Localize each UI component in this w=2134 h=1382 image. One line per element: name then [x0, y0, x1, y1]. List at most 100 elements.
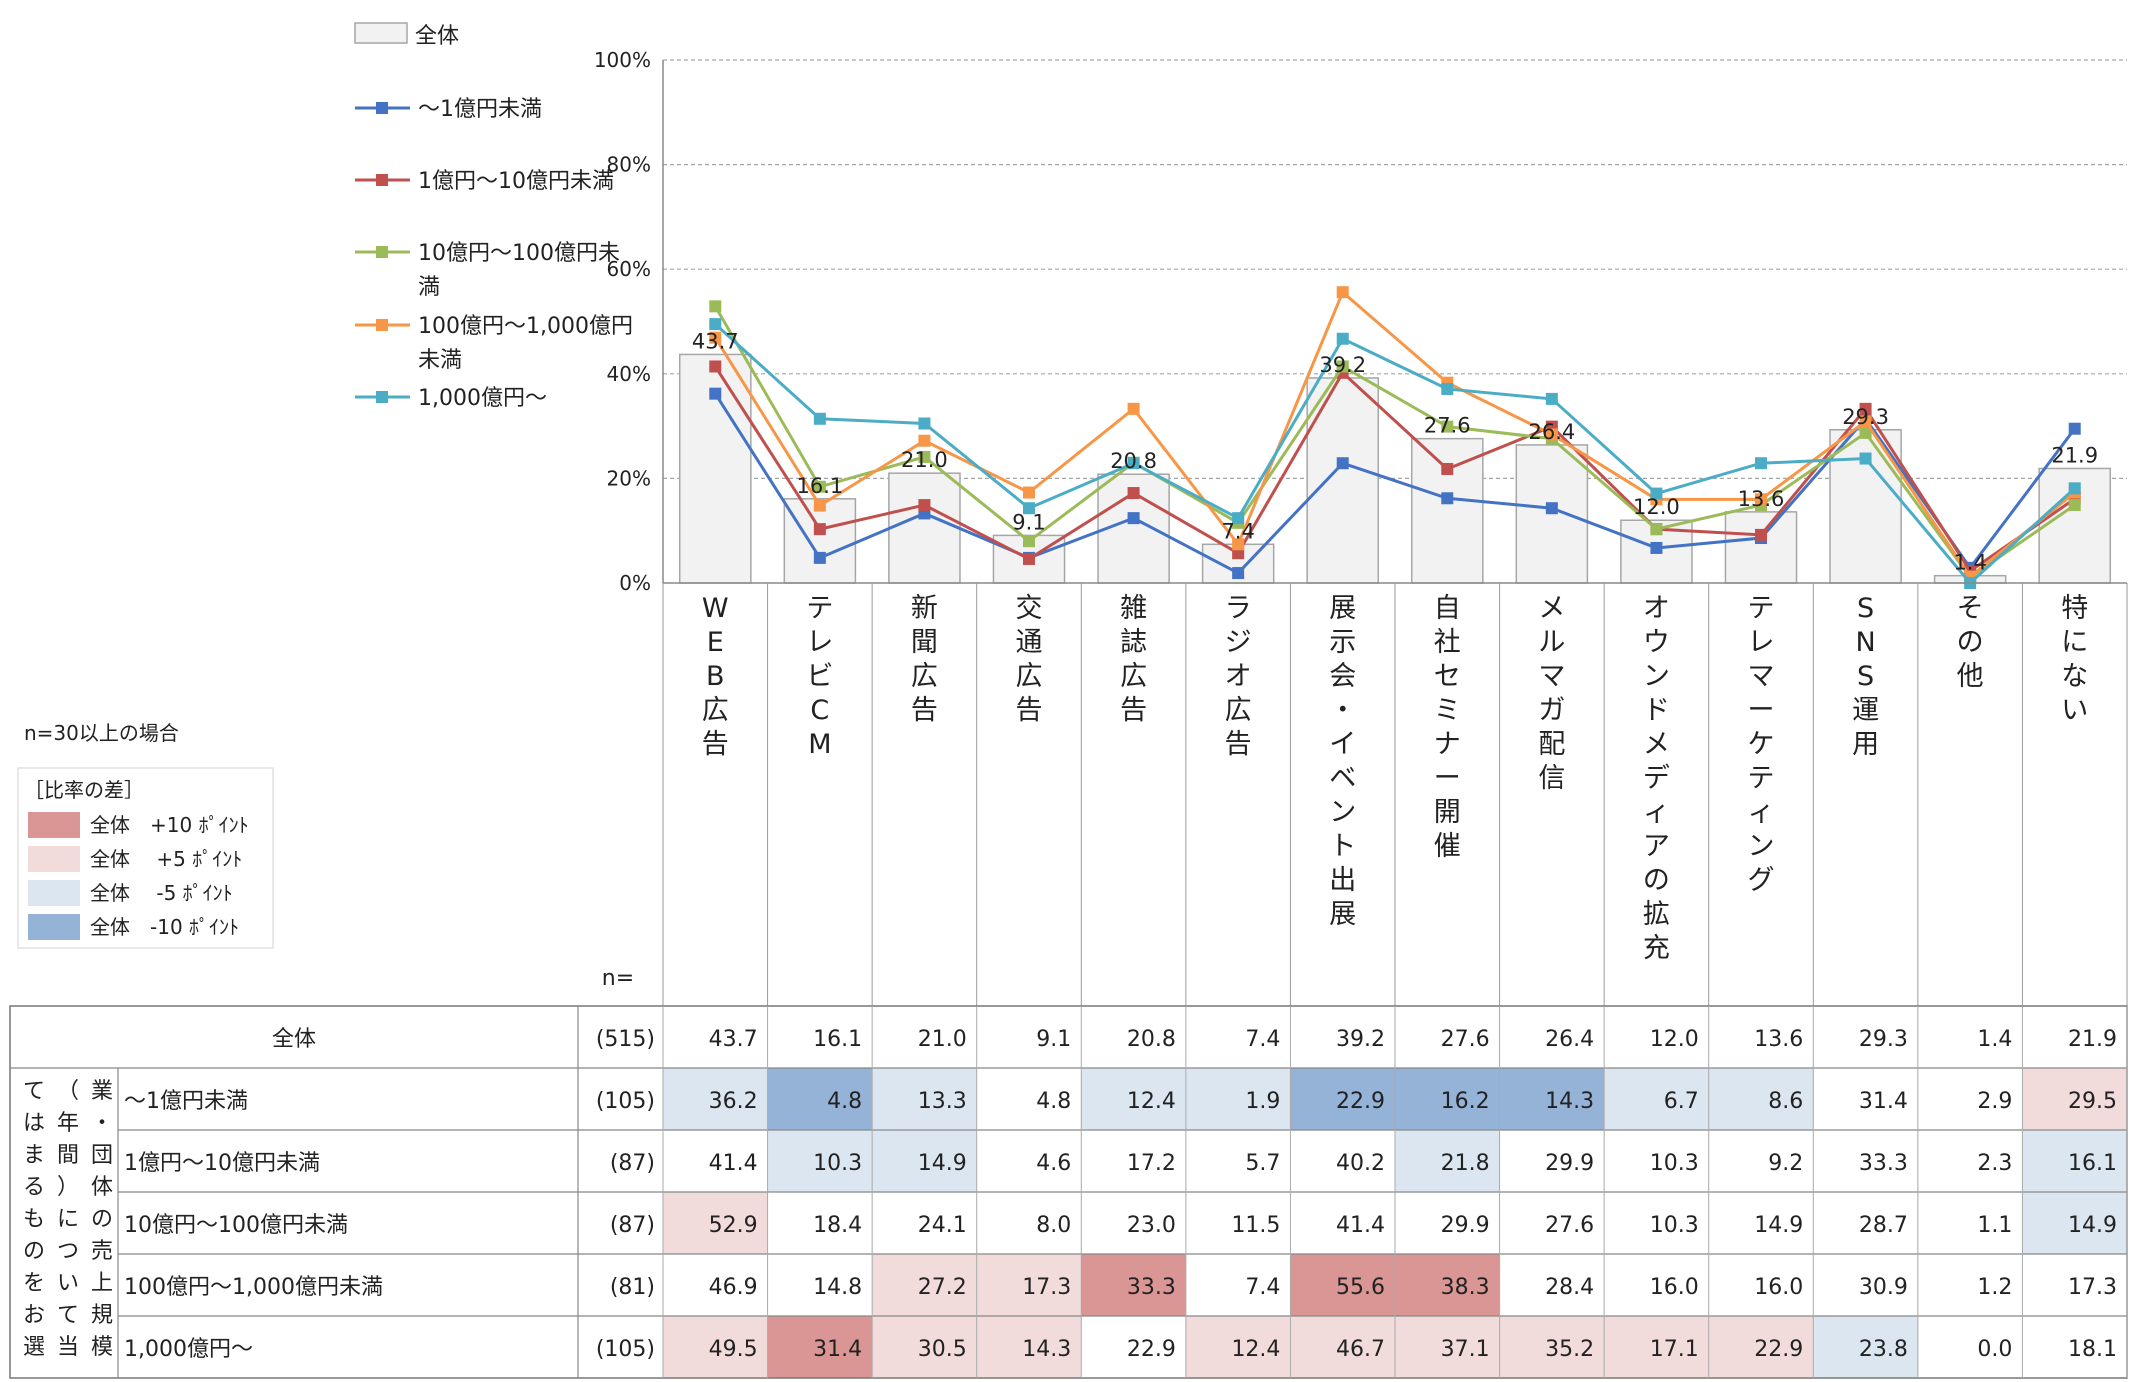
category-char: ン [1748, 831, 1775, 862]
series-point [1232, 538, 1245, 551]
legend-label: 全体 [415, 24, 459, 49]
data-label: 20.8 [1110, 449, 1157, 473]
group-char: 売 [91, 1239, 113, 1264]
cell-shade [872, 1316, 977, 1378]
row-cell: 13.3 [918, 1089, 967, 1114]
group-char: ・ [91, 1111, 113, 1136]
cell-shade [1395, 1068, 1500, 1130]
series-point [1859, 415, 1872, 428]
category-char: ト [1329, 831, 1356, 862]
row-cell: 33.3 [1859, 1151, 1908, 1176]
category-char: ド [1643, 695, 1670, 726]
legend-marker [376, 319, 388, 331]
series-point [1650, 541, 1663, 554]
category-label: 展示会・イベント出展 [1329, 593, 1356, 930]
sample-note: n=30以上の場合 [24, 721, 179, 745]
cell-shade [1813, 1316, 1918, 1378]
group-char: い [57, 1271, 79, 1296]
diff-label: 全体 -10 ﾎﾟｲﾝﾄ [90, 915, 239, 939]
group-char: 模 [91, 1335, 113, 1360]
total-row-label: 全体 [272, 1027, 316, 1052]
series-point [1755, 457, 1767, 470]
row-cell: 16.0 [1754, 1275, 1803, 1300]
group-char: に [57, 1207, 79, 1232]
total-cell: 26.4 [1545, 1027, 1594, 1052]
group-char: を [23, 1271, 45, 1296]
category-char: デ [1643, 763, 1670, 794]
row-cell: 29.5 [2068, 1089, 2117, 1114]
category-char: 特 [2061, 593, 2088, 624]
data-label: 13.6 [1738, 487, 1785, 511]
y-tick-label: 100% [594, 48, 651, 72]
bars [678, 353, 2112, 584]
data-label: 26.4 [1528, 420, 1575, 444]
series-point [709, 318, 722, 331]
group-char: は [23, 1111, 45, 1136]
category-char: 示 [1329, 627, 1356, 658]
row-cell: 46.7 [1336, 1337, 1385, 1362]
category-char: テ [1748, 763, 1775, 794]
bar [888, 472, 961, 584]
category-char: S [1857, 661, 1874, 692]
row-cell: 10.3 [813, 1151, 862, 1176]
legend-marker [376, 391, 388, 403]
cell-shade [1290, 1316, 1395, 1378]
category-char: 展 [1329, 899, 1356, 930]
category-label: 特にない [2061, 593, 2088, 726]
category-char: 開 [1434, 797, 1461, 828]
series-point [1545, 502, 1558, 515]
series-point [1127, 457, 1140, 470]
row-cell: 27.6 [1545, 1213, 1594, 1238]
row-n: (105) [596, 1089, 655, 1114]
row-cell: 9.2 [1768, 1151, 1803, 1176]
category-char: 新 [911, 593, 938, 624]
cell-shade [1290, 1068, 1395, 1130]
row-cell: 4.6 [1036, 1151, 1071, 1176]
series-point [1023, 502, 1035, 515]
category-char: 広 [1016, 661, 1043, 692]
category-label: 自社セミナー開催 [1434, 593, 1461, 862]
row-cell: 49.5 [709, 1337, 758, 1362]
cell-shade [767, 1068, 873, 1130]
row-cell: 27.2 [918, 1275, 967, 1300]
category-char: S [1857, 593, 1874, 624]
group-char: 団 [91, 1143, 113, 1168]
category-char: そ [1957, 593, 1984, 624]
group-char: つ [57, 1239, 79, 1264]
category-char: E [707, 627, 724, 658]
category-char: い [2061, 695, 2088, 726]
cell-shade [1290, 1254, 1395, 1316]
series-point [1023, 535, 1035, 548]
group-char: 選 [23, 1335, 45, 1360]
category-char: C [810, 695, 829, 726]
row-cell: 31.4 [1859, 1089, 1908, 1114]
category-char: メ [1643, 729, 1670, 760]
category-char: ィ [1643, 797, 1670, 828]
legend-label: 100億円～1,000億円 [418, 314, 633, 339]
row-cell: 12.4 [1231, 1337, 1280, 1362]
category-char: 配 [1538, 729, 1565, 760]
legend-swatch [354, 22, 408, 44]
group-char: お [23, 1303, 45, 1328]
category-char: マ [1538, 661, 1565, 692]
cell-shade [767, 1130, 873, 1192]
data-label: 27.6 [1424, 414, 1471, 438]
cell-shade [976, 1254, 1082, 1316]
data-label: 16.1 [796, 474, 843, 498]
diff-legend-title: ［比率の差］ [24, 778, 144, 802]
group-char: の [23, 1239, 45, 1264]
series-point [709, 331, 722, 344]
category-char: ン [1643, 661, 1670, 692]
row-cell: 29.9 [1441, 1213, 1490, 1238]
group-char: 当 [57, 1335, 79, 1360]
data-table: n= 全体 (515) 43.7 16.1 21.0 9.1 20.8 7.4 39.2 27.6 2… [9, 966, 2128, 1379]
category-char: ー [1748, 695, 1775, 726]
category-char: テ [1748, 593, 1775, 624]
category-char: 通 [1016, 627, 1043, 658]
category-char: グ [1748, 865, 1775, 896]
data-label: 21.0 [901, 448, 948, 472]
row-cell: 14.9 [1754, 1213, 1803, 1238]
cell-shade [663, 1068, 768, 1130]
